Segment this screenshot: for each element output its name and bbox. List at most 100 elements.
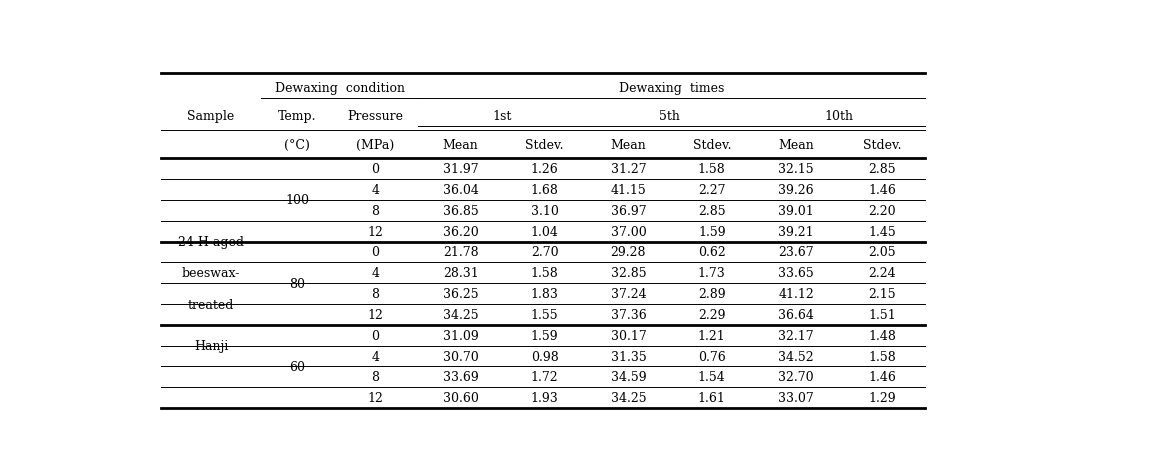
Text: Sample: Sample xyxy=(187,110,235,123)
Text: 41.12: 41.12 xyxy=(779,288,813,300)
Text: 0: 0 xyxy=(371,246,379,259)
Text: Pressure: Pressure xyxy=(347,110,404,123)
Text: 36.97: 36.97 xyxy=(611,204,647,218)
Text: 37.36: 37.36 xyxy=(611,308,647,321)
Text: 34.25: 34.25 xyxy=(611,391,647,404)
Text: 0: 0 xyxy=(371,163,379,176)
Text: 30.17: 30.17 xyxy=(611,329,647,342)
Text: 1.54: 1.54 xyxy=(698,371,725,384)
Text: 2.70: 2.70 xyxy=(531,246,559,259)
Text: 1.04: 1.04 xyxy=(531,225,559,238)
Text: 34.52: 34.52 xyxy=(779,350,813,363)
Text: 1.45: 1.45 xyxy=(868,225,896,238)
Text: 30.60: 30.60 xyxy=(443,391,479,404)
Text: (°C): (°C) xyxy=(285,138,310,151)
Text: 23.67: 23.67 xyxy=(779,246,813,259)
Text: 1st: 1st xyxy=(492,110,511,123)
Text: 1.26: 1.26 xyxy=(531,163,559,176)
Text: Stdev.: Stdev. xyxy=(525,138,563,151)
Text: 31.09: 31.09 xyxy=(443,329,479,342)
Text: 31.35: 31.35 xyxy=(611,350,647,363)
Text: 1.58: 1.58 xyxy=(698,163,725,176)
Text: 32.70: 32.70 xyxy=(779,371,813,384)
Text: 36.64: 36.64 xyxy=(779,308,815,321)
Text: 2.85: 2.85 xyxy=(868,163,896,176)
Text: 1.46: 1.46 xyxy=(868,371,896,384)
Text: 2.85: 2.85 xyxy=(698,204,725,218)
Text: 2.20: 2.20 xyxy=(868,204,896,218)
Text: 21.78: 21.78 xyxy=(443,246,479,259)
Text: 31.27: 31.27 xyxy=(611,163,647,176)
Text: 2.27: 2.27 xyxy=(698,184,725,197)
Text: beeswax-: beeswax- xyxy=(182,267,241,280)
Text: Stdev.: Stdev. xyxy=(863,138,901,151)
Text: 1.59: 1.59 xyxy=(698,225,725,238)
Text: 36.25: 36.25 xyxy=(443,288,479,300)
Text: 31.97: 31.97 xyxy=(443,163,479,176)
Text: 24 H aged: 24 H aged xyxy=(178,236,244,248)
Text: 0.62: 0.62 xyxy=(698,246,725,259)
Text: Dewaxing  times: Dewaxing times xyxy=(619,81,724,94)
Text: 1.29: 1.29 xyxy=(868,391,896,404)
Text: 12: 12 xyxy=(368,308,383,321)
Text: 0: 0 xyxy=(371,329,379,342)
Text: 1.58: 1.58 xyxy=(868,350,896,363)
Text: 36.04: 36.04 xyxy=(443,184,479,197)
Text: 1.72: 1.72 xyxy=(531,371,559,384)
Text: Hanji: Hanji xyxy=(193,339,228,352)
Text: 36.20: 36.20 xyxy=(443,225,479,238)
Text: 33.69: 33.69 xyxy=(443,371,479,384)
Text: 34.25: 34.25 xyxy=(443,308,479,321)
Text: 32.85: 32.85 xyxy=(611,267,647,280)
Text: 34.59: 34.59 xyxy=(611,371,647,384)
Text: 37.24: 37.24 xyxy=(611,288,647,300)
Text: 1.73: 1.73 xyxy=(698,267,725,280)
Text: 1.55: 1.55 xyxy=(531,308,559,321)
Text: 4: 4 xyxy=(371,267,379,280)
Text: 1.93: 1.93 xyxy=(531,391,559,404)
Text: 30.70: 30.70 xyxy=(443,350,479,363)
Text: 33.07: 33.07 xyxy=(779,391,813,404)
Text: 12: 12 xyxy=(368,391,383,404)
Text: 37.00: 37.00 xyxy=(611,225,647,238)
Text: 1.58: 1.58 xyxy=(531,267,559,280)
Text: 29.28: 29.28 xyxy=(611,246,646,259)
Text: Mean: Mean xyxy=(443,138,479,151)
Text: 4: 4 xyxy=(371,184,379,197)
Text: 5th: 5th xyxy=(658,110,679,123)
Text: 60: 60 xyxy=(289,360,305,373)
Text: 2.15: 2.15 xyxy=(868,288,896,300)
Text: 3.10: 3.10 xyxy=(531,204,559,218)
Text: 33.65: 33.65 xyxy=(779,267,813,280)
Text: 8: 8 xyxy=(371,371,379,384)
Text: Dewaxing  condition: Dewaxing condition xyxy=(274,81,405,94)
Text: 10th: 10th xyxy=(824,110,853,123)
Text: 1.46: 1.46 xyxy=(868,184,896,197)
Text: Mean: Mean xyxy=(611,138,647,151)
Text: 0.98: 0.98 xyxy=(531,350,559,363)
Text: Mean: Mean xyxy=(779,138,813,151)
Text: 4: 4 xyxy=(371,350,379,363)
Text: Stdev.: Stdev. xyxy=(693,138,731,151)
Text: 8: 8 xyxy=(371,288,379,300)
Text: 80: 80 xyxy=(289,277,305,290)
Text: 41.15: 41.15 xyxy=(611,184,647,197)
Text: 39.01: 39.01 xyxy=(779,204,813,218)
Text: 32.15: 32.15 xyxy=(779,163,813,176)
Text: 2.89: 2.89 xyxy=(698,288,725,300)
Text: 2.05: 2.05 xyxy=(868,246,896,259)
Text: 12: 12 xyxy=(368,225,383,238)
Text: 39.26: 39.26 xyxy=(779,184,813,197)
Text: 100: 100 xyxy=(285,194,309,207)
Text: 39.21: 39.21 xyxy=(779,225,813,238)
Text: 28.31: 28.31 xyxy=(443,267,479,280)
Text: 2.29: 2.29 xyxy=(698,308,725,321)
Text: Temp.: Temp. xyxy=(278,110,316,123)
Text: 2.24: 2.24 xyxy=(868,267,896,280)
Text: 36.85: 36.85 xyxy=(443,204,479,218)
Text: 1.48: 1.48 xyxy=(868,329,896,342)
Text: 0.76: 0.76 xyxy=(698,350,725,363)
Text: 1.59: 1.59 xyxy=(531,329,559,342)
Text: treated: treated xyxy=(187,298,234,311)
Text: 1.51: 1.51 xyxy=(868,308,896,321)
